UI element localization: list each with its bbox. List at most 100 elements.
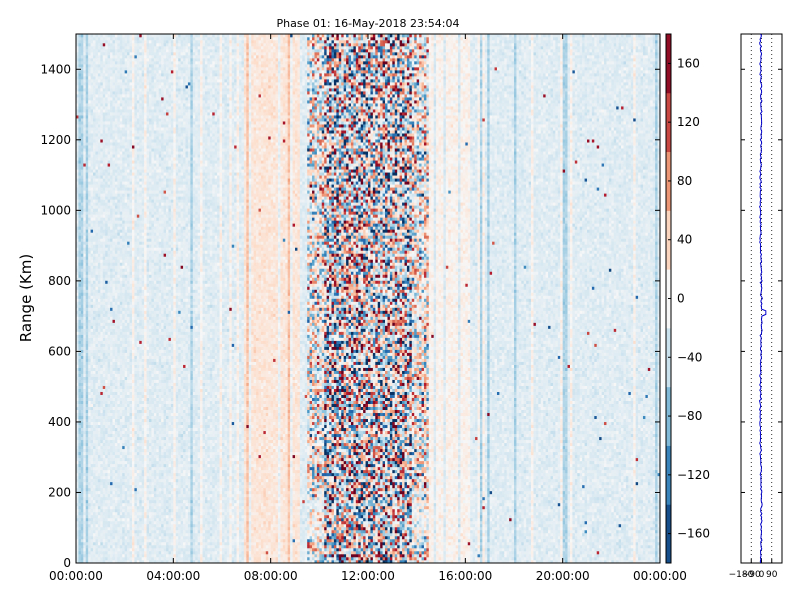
heatmap-cell [113,169,116,172]
heatmap-cell [83,539,86,542]
heatmap-cell [78,223,81,226]
heatmap-cell [105,329,108,332]
heatmap-cell [115,473,118,476]
heatmap-cell [108,292,111,295]
heatmap-cell [91,163,94,166]
heatmap-cell [105,326,108,329]
heatmap-cell [125,377,128,380]
heatmap-cell [110,181,113,184]
heatmap-cell [86,241,89,244]
heatmap-cell [83,148,86,151]
heatmap-cell [115,521,118,524]
heatmap-cell [108,175,111,178]
heatmap-cell [100,151,103,154]
heatmap-cell [117,362,120,365]
heatmap-cell [113,97,116,100]
heatmap-cell [117,422,120,425]
heatmap-cell [98,434,101,437]
heatmap-cell [103,100,106,103]
heatmap-cell [105,226,108,229]
heatmap-cell [108,533,111,536]
heatmap-cell [95,323,98,326]
heatmap-cell [100,368,103,371]
heatmap-cell [93,551,96,554]
heatmap-cell [105,548,108,551]
heatmap-cell [108,67,111,70]
heatmap-cell [117,386,120,389]
heatmap-cell [117,145,120,148]
heatmap-cell [98,518,101,521]
heatmap-cell [105,344,108,347]
heatmap-cell [110,305,113,308]
heatmap-cell [86,458,89,461]
heatmap-cell [120,365,123,368]
heatmap-cell [120,386,123,389]
heatmap-cell [103,163,106,166]
heatmap-cell [113,407,116,410]
heatmap-cell [95,539,98,542]
heatmap-cell [98,196,101,199]
heatmap-cell [120,536,123,539]
heatmap-cell [88,506,91,509]
heatmap-cell [115,383,118,386]
heatmap-cell [120,479,123,482]
heatmap-cell [88,235,91,238]
heatmap-cell [100,37,103,40]
heatmap-cell [110,512,113,515]
heatmap-cell [93,359,96,362]
heatmap-cell [122,238,125,241]
heatmap-cell [83,115,86,118]
heatmap-cell [88,43,91,46]
heatmap-cell [117,542,120,545]
heatmap-cell [122,151,125,154]
heatmap-cell [95,458,98,461]
heatmap-cell [120,121,123,124]
heatmap-cell [117,425,120,428]
heatmap-cell [91,178,94,181]
heatmap-cell [98,485,101,488]
heatmap-cell [103,67,106,70]
heatmap-cell [122,401,125,404]
heatmap-cell [117,413,120,416]
heatmap-cell [98,452,101,455]
heatmap-cell [100,533,103,536]
heatmap-cell [93,172,96,175]
heatmap-cell [125,344,128,347]
heatmap-cell [115,175,118,178]
heatmap-cell [86,46,89,49]
heatmap-cell [98,503,101,506]
heatmap-cell [120,187,123,190]
heatmap-cell [83,235,86,238]
heatmap-cell [113,64,116,67]
heatmap-cell [120,157,123,160]
heatmap-cell [115,76,118,79]
heatmap-cell [122,172,125,175]
heatmap-cell [110,259,113,262]
heatmap-cell [115,73,118,76]
heatmap-cell [103,145,106,148]
heatmap-cell [100,443,103,446]
heatmap-cell [95,503,98,506]
heatmap-cell [95,383,98,386]
heatmap-cell [93,446,96,449]
heatmap-cell [81,82,84,85]
heatmap-cell [100,124,103,127]
heatmap-cell [78,235,81,238]
heatmap-cell [110,235,113,238]
heatmap-cell [103,49,106,52]
heatmap-cell [113,274,116,277]
heatmap-cell [100,488,103,491]
heatmap-cell [93,52,96,55]
heatmap-cell [93,256,96,259]
heatmap-cell [86,341,89,344]
heatmap-cell [103,157,106,160]
heatmap-cell [108,250,111,253]
heatmap-cell [95,130,98,133]
heatmap-cell [125,512,128,515]
heatmap-cell [88,52,91,55]
heatmap-cell [86,539,89,542]
heatmap-cell [115,214,118,217]
heatmap-cell [125,299,128,302]
heatmap-cell [113,545,116,548]
heatmap-cell [93,124,96,127]
